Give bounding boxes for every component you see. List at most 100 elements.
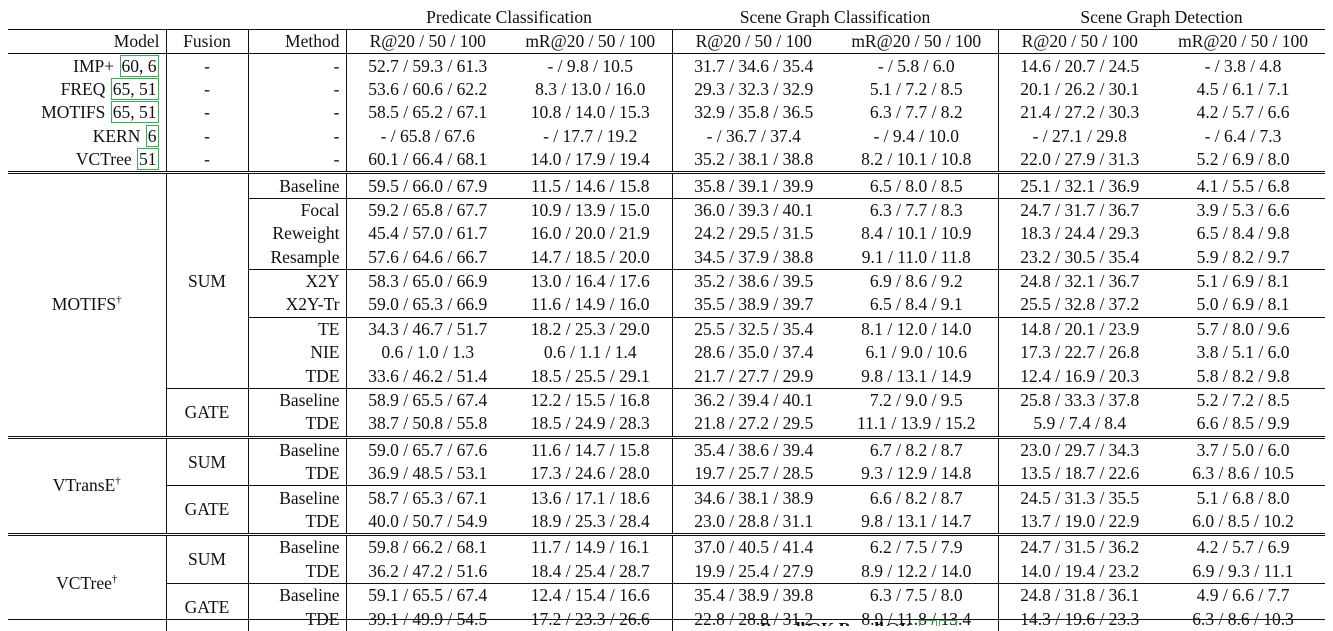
- table-cell: 8.9 / 12.2 / 14.0: [861, 560, 972, 581]
- table-cell: 6.3 / 7.7 / 8.3: [835, 197, 999, 223]
- column-header-metric: R@20 / 50 / 100: [345, 28, 509, 55]
- table-cell: - / 17.7 / 19.2: [543, 125, 638, 146]
- method-cell: Baseline: [247, 387, 346, 413]
- table-cell: 59.2 / 65.8 / 67.7: [345, 197, 509, 223]
- table-cell: 6.2 / 7.5 / 7.9: [835, 533, 999, 560]
- method-cell: Baseline: [247, 485, 346, 510]
- model-cell: VTransE†: [8, 435, 166, 535]
- table-cell: 18.5 / 25.5 / 29.1: [530, 365, 650, 386]
- fusion-cell: -: [165, 77, 248, 102]
- table-row: TE 34.3 / 46.7 / 51.7 18.2 / 25.3 / 29.0 25…: [8, 316, 1326, 342]
- table-row: Resample 57.6 / 64.6 / 66.7 14.7 / 18.5 / …: [8, 245, 1325, 270]
- model-cell: IMP+ 60, 6: [8, 54, 166, 78]
- method-cell: NIE: [247, 341, 346, 365]
- fusion-cell: -: [165, 53, 248, 78]
- table-cell: 6.5 / 8.4 / 9.8: [1196, 223, 1290, 244]
- table-cell: 24.7 / 31.7 / 36.7: [997, 197, 1162, 223]
- table-cell: 23.0 / 28.8 / 31.1: [671, 509, 835, 535]
- table-cell: 33.6 / 46.2 / 51.4: [345, 364, 509, 389]
- table-cell: 5.7 / 8.0 / 9.6: [1161, 316, 1326, 342]
- model-name: IMP+: [73, 55, 115, 76]
- table-cell: 60.1 / 66.4 / 68.1: [345, 147, 509, 173]
- citation-ref: 65, 51: [110, 101, 159, 124]
- group-header-predcls: Predicate Classification: [426, 6, 592, 27]
- table-cell: 29.3 / 32.3 / 32.9: [671, 77, 835, 102]
- citation-number: 65: [112, 78, 131, 99]
- table-cell: 31.7 / 34.6 / 35.4: [671, 53, 835, 78]
- table-row: TDE 33.6 / 46.2 / 51.4 18.5 / 25.5 / 29.1 2…: [8, 364, 1325, 389]
- method-cell: Baseline: [247, 533, 346, 560]
- model-cell: MOTIFS 65, 51: [8, 101, 166, 124]
- table-cell: 14.7 / 18.5 / 20.0: [530, 246, 650, 267]
- table-cell: 14.6 / 20.7 / 24.5: [997, 53, 1162, 78]
- table-cell: 16.0 / 20.0 / 21.9: [530, 223, 650, 244]
- method-cell: Focal: [247, 197, 346, 223]
- table-cell: 24.5 / 31.3 / 35.5: [997, 485, 1162, 510]
- table-cell: 6.5 / 8.0 / 8.5: [835, 171, 999, 199]
- table-cell: 28.6 / 35.0 / 37.4: [671, 341, 835, 365]
- table-cell: 18.5 / 24.9 / 28.3: [530, 413, 650, 434]
- table-cell: 8.3 / 13.0 / 16.0: [535, 78, 646, 99]
- table-cell: - / 36.7 / 37.4: [671, 124, 835, 148]
- table-row: GATE Baseline 59.1 / 65.5 / 67.4 12.4 / 15.…: [8, 582, 1326, 631]
- results-table: Predicate Classification Scene Graph Cla…: [8, 5, 1326, 631]
- table-cell: 59.8 / 66.2 / 68.1: [345, 533, 509, 560]
- table-cell: 24.2 / 29.5 / 31.5: [671, 222, 835, 246]
- method-cell: -: [247, 101, 346, 125]
- model-name: MOTIFS: [41, 102, 106, 123]
- table-row: NIE 0.6 / 1.0 / 1.3 0.6 / 1.1 / 1.4 28.6 / …: [8, 341, 1325, 365]
- table-cell: 34.5 / 37.9 / 38.8: [671, 245, 835, 270]
- table-cell: 11.5 / 14.6 / 15.8: [509, 171, 672, 199]
- table-cell: 19.7 / 25.7 / 28.5: [671, 462, 835, 486]
- table-cell: 36.0 / 39.3 / 40.1: [671, 197, 835, 223]
- table-cell: 9.8 / 13.1 / 14.9: [861, 365, 972, 386]
- table-cell: 13.5 / 18.7 / 22.6: [997, 462, 1162, 486]
- fusion-cell: -: [165, 124, 248, 148]
- citation-ref: 60, 6: [119, 54, 159, 77]
- table-cell: 18.4 / 25.4 / 28.7: [530, 560, 650, 581]
- table-row: GATE Baseline 58.7 / 65.3 / 67.1 13.6 / 17.…: [8, 485, 1326, 535]
- table-cell: 13.6 / 17.1 / 18.6: [509, 485, 672, 510]
- model-name: VTransE: [52, 475, 116, 496]
- model-cell: VCTree†: [8, 533, 166, 631]
- table-cell: 20.1 / 26.2 / 30.1: [997, 77, 1162, 102]
- table-cell: 25.8 / 33.3 / 37.8: [997, 387, 1162, 413]
- table-cell: 6.9 / 8.6 / 9.2: [835, 268, 999, 294]
- table-cell: 45.4 / 57.0 / 61.7: [345, 222, 509, 246]
- table-cell: 21.8 / 27.2 / 29.5: [671, 412, 835, 438]
- table-cell: 3.7 / 5.0 / 6.0: [1161, 435, 1326, 463]
- table-cell: 18.9 / 25.3 / 28.4: [530, 511, 650, 531]
- table-cell: 23.0 / 29.7 / 34.3: [997, 435, 1162, 463]
- table-cell: 5.1 / 6.9 / 8.1: [1161, 268, 1326, 294]
- table-row: GATE Baseline 58.9 / 65.5 / 67.4 12.2 / 15.…: [8, 387, 1326, 438]
- citation-number: 51: [139, 102, 157, 123]
- table-cell: 4.9 / 6.6 / 7.7: [1161, 582, 1326, 608]
- table-cell: 7.2 / 9.0 / 9.5: [835, 387, 999, 413]
- model-name: VCTree: [75, 149, 132, 170]
- table-cell: 36.2 / 39.4 / 40.1: [671, 387, 835, 413]
- table-row: TDE 36.2 / 47.2 / 51.6 18.4 / 25.4 / 28.7 1…: [8, 559, 1325, 584]
- table-cell: - / 5.8 / 6.0: [877, 55, 955, 76]
- column-header-method: Method: [247, 28, 346, 55]
- table-cell: 59.0 / 65.3 / 66.9: [345, 293, 509, 318]
- table-cell: 6.6 / 8.2 / 8.7: [835, 485, 999, 510]
- table-cell: - / 6.4 / 7.3: [1204, 125, 1282, 146]
- table-cell: - / 65.8 / 67.6: [345, 124, 509, 148]
- table-cell: 22.0 / 27.9 / 31.3: [997, 147, 1162, 173]
- cutoff-next-caption: Recall@K Recall@K: [760, 620, 1140, 626]
- table-row: X2Y 58.3 / 65.0 / 66.9 13.0 / 16.4 / 17.6 3…: [8, 268, 1326, 294]
- table-cell: 58.9 / 65.5 / 67.4: [345, 387, 509, 413]
- table-cell: 59.1 / 65.5 / 67.4: [345, 582, 509, 608]
- method-cell: Baseline: [247, 171, 346, 199]
- table-cell: 24.8 / 32.1 / 36.7: [997, 268, 1162, 294]
- table-cell: 35.4 / 38.6 / 39.4: [671, 435, 835, 463]
- table-cell: 11.1 / 13.9 / 15.2: [857, 413, 976, 434]
- table-cell: 8.4 / 10.1 / 10.9: [861, 223, 972, 244]
- table-cell: 21.7 / 27.7 / 29.9: [671, 364, 835, 389]
- table-cell: 5.9 / 7.4 / 8.4: [997, 412, 1162, 438]
- column-header-model: Model: [8, 28, 166, 55]
- table-cell: 12.4 / 16.9 / 20.3: [997, 364, 1162, 389]
- model-name: MOTIFS: [51, 294, 117, 315]
- table-cell: 10.8 / 14.0 / 15.3: [530, 102, 650, 123]
- table-cell: 58.3 / 65.0 / 66.9: [345, 268, 509, 294]
